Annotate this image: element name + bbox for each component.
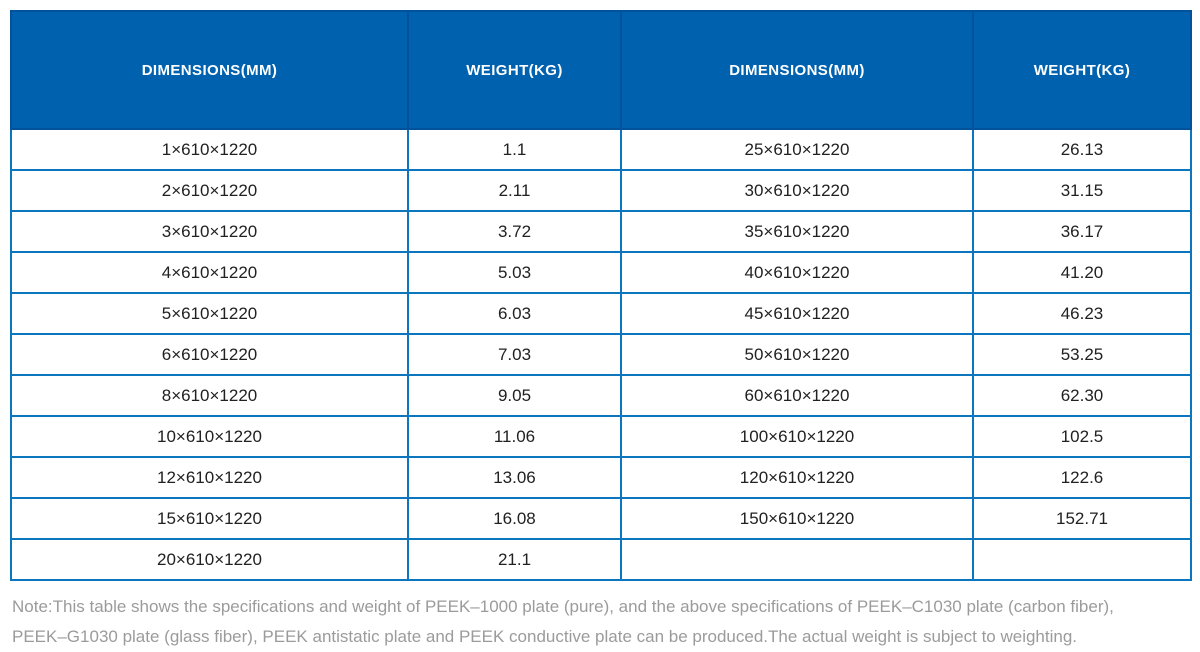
weight-cell: 13.06 <box>407 456 622 499</box>
weight-cell: 53.25 <box>972 333 1192 376</box>
table-row: 4×610×1220 5.03 40×610×1220 41.20 <box>10 251 1192 294</box>
weight-cell: 46.23 <box>972 292 1192 335</box>
weight-cell: 62.30 <box>972 374 1192 417</box>
table-row: 20×610×1220 21.1 <box>10 538 1192 581</box>
weight-cell: 36.17 <box>972 210 1192 253</box>
weight-cell: 7.03 <box>407 333 622 376</box>
dimensions-cell: 45×610×1220 <box>620 292 974 335</box>
table-row: 5×610×1220 6.03 45×610×1220 46.23 <box>10 292 1192 335</box>
table-row: 1×610×1220 1.1 25×610×1220 26.13 <box>10 128 1192 171</box>
table-row: 6×610×1220 7.03 50×610×1220 53.25 <box>10 333 1192 376</box>
dimensions-cell: 25×610×1220 <box>620 128 974 171</box>
header-dimensions-left: DIMENSIONS(MM) <box>10 10 409 130</box>
table-row: 8×610×1220 9.05 60×610×1220 62.30 <box>10 374 1192 417</box>
table-row: 2×610×1220 2.11 30×610×1220 31.15 <box>10 169 1192 212</box>
dimensions-cell <box>620 538 974 581</box>
footnote: Note:This table shows the specifications… <box>10 592 1190 652</box>
dimensions-cell: 8×610×1220 <box>10 374 409 417</box>
header-row: DIMENSIONS(MM) WEIGHT(KG) DIMENSIONS(MM)… <box>10 10 1192 130</box>
weight-cell: 1.1 <box>407 128 622 171</box>
weight-cell: 9.05 <box>407 374 622 417</box>
dimensions-cell: 40×610×1220 <box>620 251 974 294</box>
header-dimensions-right: DIMENSIONS(MM) <box>620 10 974 130</box>
weight-cell: 2.11 <box>407 169 622 212</box>
weight-cell: 152.71 <box>972 497 1192 540</box>
dimensions-cell: 120×610×1220 <box>620 456 974 499</box>
table-header: DIMENSIONS(MM) WEIGHT(KG) DIMENSIONS(MM)… <box>10 10 1192 130</box>
table-row: 15×610×1220 16.08 150×610×1220 152.71 <box>10 497 1192 540</box>
table-row: 10×610×1220 11.06 100×610×1220 102.5 <box>10 415 1192 458</box>
dimensions-cell: 5×610×1220 <box>10 292 409 335</box>
header-weight-left: WEIGHT(KG) <box>407 10 622 130</box>
table-row: 3×610×1220 3.72 35×610×1220 36.17 <box>10 210 1192 253</box>
weight-cell: 41.20 <box>972 251 1192 294</box>
weight-cell: 5.03 <box>407 251 622 294</box>
footnote-line-2: PEEK–G1030 plate (glass fiber), PEEK ant… <box>12 627 1078 646</box>
dimensions-cell: 10×610×1220 <box>10 415 409 458</box>
weight-cell: 11.06 <box>407 415 622 458</box>
dimensions-cell: 150×610×1220 <box>620 497 974 540</box>
dimensions-cell: 12×610×1220 <box>10 456 409 499</box>
dimensions-cell: 35×610×1220 <box>620 210 974 253</box>
page: DIMENSIONS(MM) WEIGHT(KG) DIMENSIONS(MM)… <box>10 10 1192 652</box>
weight-cell <box>972 538 1192 581</box>
weight-cell: 21.1 <box>407 538 622 581</box>
dimensions-cell: 15×610×1220 <box>10 497 409 540</box>
dimensions-cell: 2×610×1220 <box>10 169 409 212</box>
dimensions-cell: 4×610×1220 <box>10 251 409 294</box>
table-body: 1×610×1220 1.1 25×610×1220 26.13 2×610×1220 2… <box>10 128 1192 581</box>
dimensions-cell: 100×610×1220 <box>620 415 974 458</box>
dimensions-cell: 3×610×1220 <box>10 210 409 253</box>
dimensions-cell: 1×610×1220 <box>10 128 409 171</box>
weight-cell: 102.5 <box>972 415 1192 458</box>
table-row: 12×610×1220 13.06 120×610×1220 122.6 <box>10 456 1192 499</box>
weight-cell: 16.08 <box>407 497 622 540</box>
spec-weight-table: DIMENSIONS(MM) WEIGHT(KG) DIMENSIONS(MM)… <box>10 10 1192 581</box>
weight-cell: 6.03 <box>407 292 622 335</box>
dimensions-cell: 6×610×1220 <box>10 333 409 376</box>
weight-cell: 26.13 <box>972 128 1192 171</box>
dimensions-cell: 30×610×1220 <box>620 169 974 212</box>
dimensions-cell: 20×610×1220 <box>10 538 409 581</box>
weight-cell: 31.15 <box>972 169 1192 212</box>
dimensions-cell: 60×610×1220 <box>620 374 974 417</box>
weight-cell: 122.6 <box>972 456 1192 499</box>
footnote-line-1: Note:This table shows the specifications… <box>12 597 1114 616</box>
header-weight-right: WEIGHT(KG) <box>972 10 1192 130</box>
weight-cell: 3.72 <box>407 210 622 253</box>
dimensions-cell: 50×610×1220 <box>620 333 974 376</box>
